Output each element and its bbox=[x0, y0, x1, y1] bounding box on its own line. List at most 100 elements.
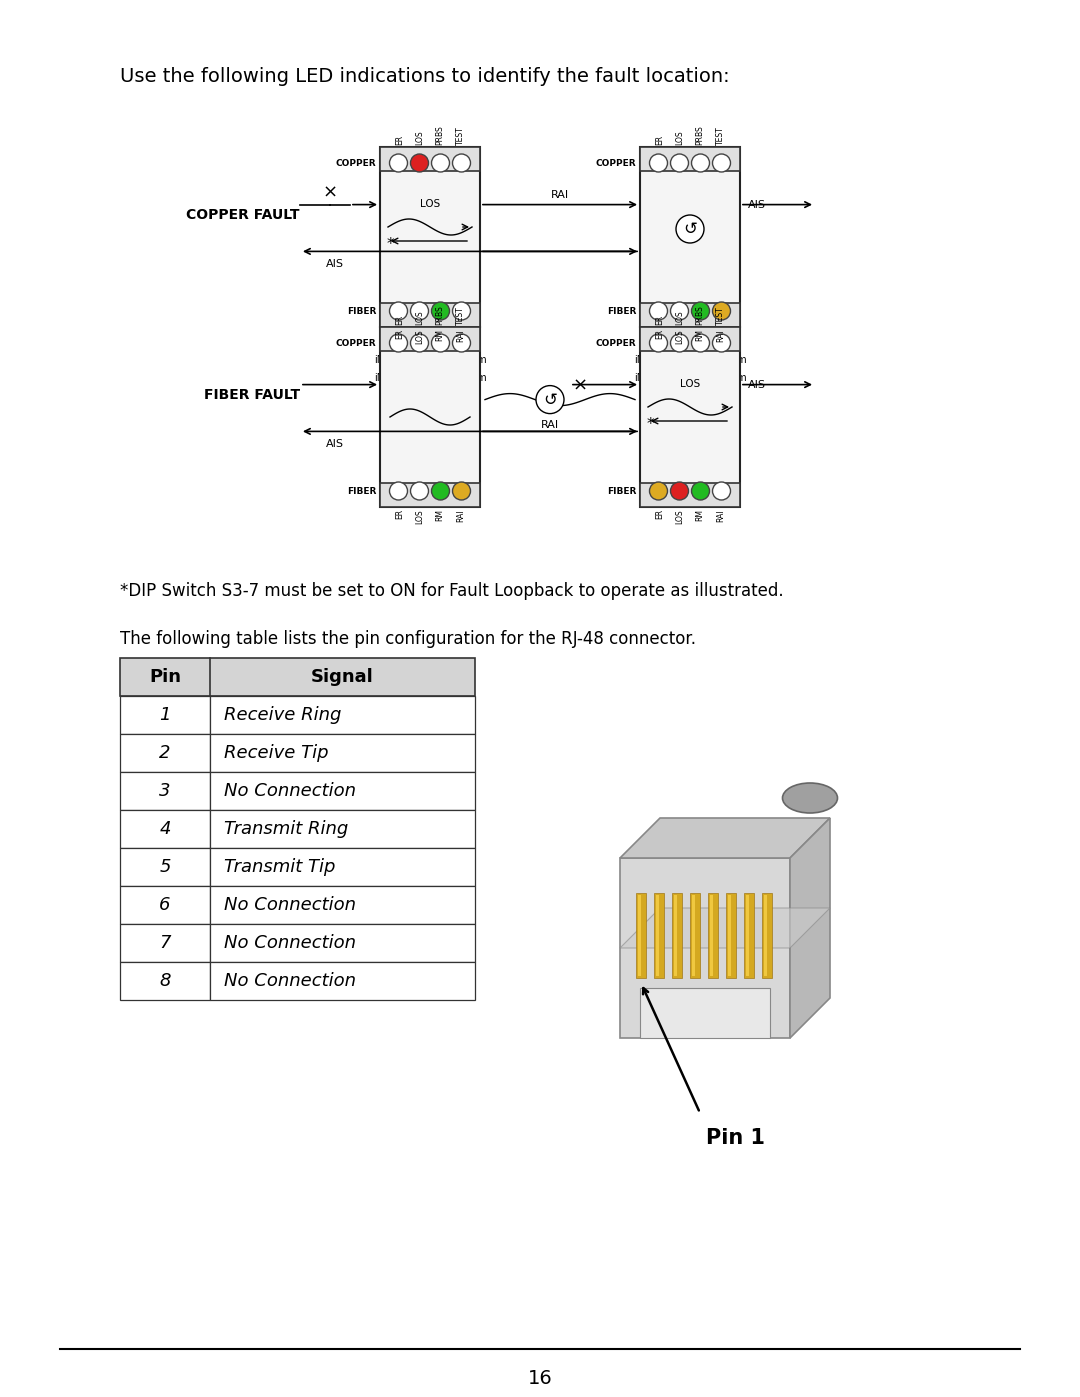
Text: No Connection: No Connection bbox=[224, 935, 356, 951]
Bar bbox=[120, 923, 210, 963]
Bar bbox=[744, 893, 754, 978]
Text: iMcV-T1/E1/J1-LineTerm: iMcV-T1/E1/J1-LineTerm bbox=[374, 373, 486, 383]
Text: ↺: ↺ bbox=[543, 391, 557, 408]
Text: ER: ER bbox=[656, 509, 664, 520]
Text: TEST: TEST bbox=[456, 126, 464, 145]
Bar bbox=[210, 923, 475, 963]
Bar bbox=[210, 733, 475, 773]
Text: PRBS: PRBS bbox=[435, 126, 445, 145]
Text: RAI: RAI bbox=[541, 419, 559, 430]
Text: COPPER: COPPER bbox=[595, 338, 636, 348]
Text: Transmit Tip: Transmit Tip bbox=[224, 858, 336, 876]
Text: ER: ER bbox=[395, 136, 404, 145]
Text: 2: 2 bbox=[159, 745, 171, 761]
Polygon shape bbox=[640, 988, 770, 1038]
Bar bbox=[210, 963, 475, 1000]
Circle shape bbox=[713, 302, 730, 320]
Circle shape bbox=[390, 302, 407, 320]
Bar bbox=[210, 886, 475, 923]
Circle shape bbox=[410, 154, 429, 172]
Bar bbox=[762, 893, 772, 978]
Circle shape bbox=[671, 334, 689, 352]
Text: COPPER FAULT: COPPER FAULT bbox=[187, 208, 300, 222]
Bar bbox=[120, 658, 475, 696]
Text: ER: ER bbox=[656, 330, 664, 339]
Bar bbox=[636, 893, 646, 978]
Bar bbox=[710, 895, 713, 977]
Text: No Connection: No Connection bbox=[224, 895, 356, 914]
Text: *: * bbox=[387, 237, 394, 253]
Text: FIBER: FIBER bbox=[347, 306, 376, 316]
Circle shape bbox=[390, 154, 407, 172]
Bar bbox=[120, 733, 210, 773]
Text: ER: ER bbox=[656, 136, 664, 145]
Bar bbox=[640, 303, 740, 327]
Text: ER: ER bbox=[395, 330, 404, 339]
Bar bbox=[640, 147, 740, 327]
Circle shape bbox=[453, 334, 471, 352]
Text: FIBER: FIBER bbox=[607, 306, 636, 316]
Circle shape bbox=[649, 334, 667, 352]
Text: PRBS: PRBS bbox=[696, 126, 704, 145]
Text: LOS: LOS bbox=[675, 509, 685, 524]
Circle shape bbox=[649, 154, 667, 172]
Circle shape bbox=[453, 302, 471, 320]
Bar bbox=[120, 886, 210, 923]
Bar bbox=[640, 327, 740, 507]
Text: ↺: ↺ bbox=[683, 219, 697, 237]
Text: LOS: LOS bbox=[416, 130, 424, 145]
Bar bbox=[380, 327, 480, 351]
Bar bbox=[746, 895, 750, 977]
Ellipse shape bbox=[783, 782, 837, 813]
Text: RAI: RAI bbox=[456, 509, 464, 521]
Circle shape bbox=[649, 482, 667, 500]
Text: TEST: TEST bbox=[456, 306, 464, 326]
Text: RM: RM bbox=[696, 330, 704, 341]
Text: RAI: RAI bbox=[716, 509, 725, 521]
Text: COPPER: COPPER bbox=[595, 158, 636, 168]
Text: LOS: LOS bbox=[675, 330, 685, 344]
Polygon shape bbox=[620, 908, 831, 949]
Polygon shape bbox=[620, 858, 789, 1038]
Bar bbox=[380, 147, 480, 170]
Circle shape bbox=[713, 482, 730, 500]
Bar bbox=[380, 483, 480, 507]
Text: No Connection: No Connection bbox=[224, 782, 356, 800]
Circle shape bbox=[691, 302, 710, 320]
Circle shape bbox=[671, 154, 689, 172]
Text: LOS: LOS bbox=[675, 130, 685, 145]
Circle shape bbox=[691, 482, 710, 500]
Circle shape bbox=[432, 154, 449, 172]
Text: LOS: LOS bbox=[420, 198, 441, 210]
Circle shape bbox=[691, 334, 710, 352]
Polygon shape bbox=[620, 819, 831, 858]
Text: ×: × bbox=[323, 183, 338, 201]
Text: The following table lists the pin configuration for the RJ-48 connector.: The following table lists the pin config… bbox=[120, 630, 696, 648]
Text: ER: ER bbox=[395, 509, 404, 520]
Bar bbox=[764, 895, 767, 977]
Text: 4: 4 bbox=[159, 820, 171, 838]
Text: 16: 16 bbox=[528, 1369, 552, 1389]
Circle shape bbox=[410, 482, 429, 500]
Circle shape bbox=[390, 334, 407, 352]
Text: LOS: LOS bbox=[416, 310, 424, 326]
Text: Pin 1: Pin 1 bbox=[705, 1127, 765, 1148]
Bar bbox=[380, 303, 480, 327]
Text: Receive Tip: Receive Tip bbox=[224, 745, 328, 761]
Circle shape bbox=[453, 154, 471, 172]
Text: 3: 3 bbox=[159, 782, 171, 800]
Text: FIBER: FIBER bbox=[607, 486, 636, 496]
Text: ×: × bbox=[572, 377, 588, 394]
Bar bbox=[380, 147, 480, 327]
Text: 7: 7 bbox=[159, 935, 171, 951]
Circle shape bbox=[432, 302, 449, 320]
Bar bbox=[640, 147, 740, 170]
Text: *: * bbox=[646, 418, 653, 433]
Text: AIS: AIS bbox=[326, 440, 345, 450]
Bar bbox=[120, 810, 210, 848]
Circle shape bbox=[691, 154, 710, 172]
Bar bbox=[210, 696, 475, 733]
Text: ER: ER bbox=[395, 314, 404, 326]
Bar bbox=[120, 773, 210, 810]
Circle shape bbox=[410, 334, 429, 352]
